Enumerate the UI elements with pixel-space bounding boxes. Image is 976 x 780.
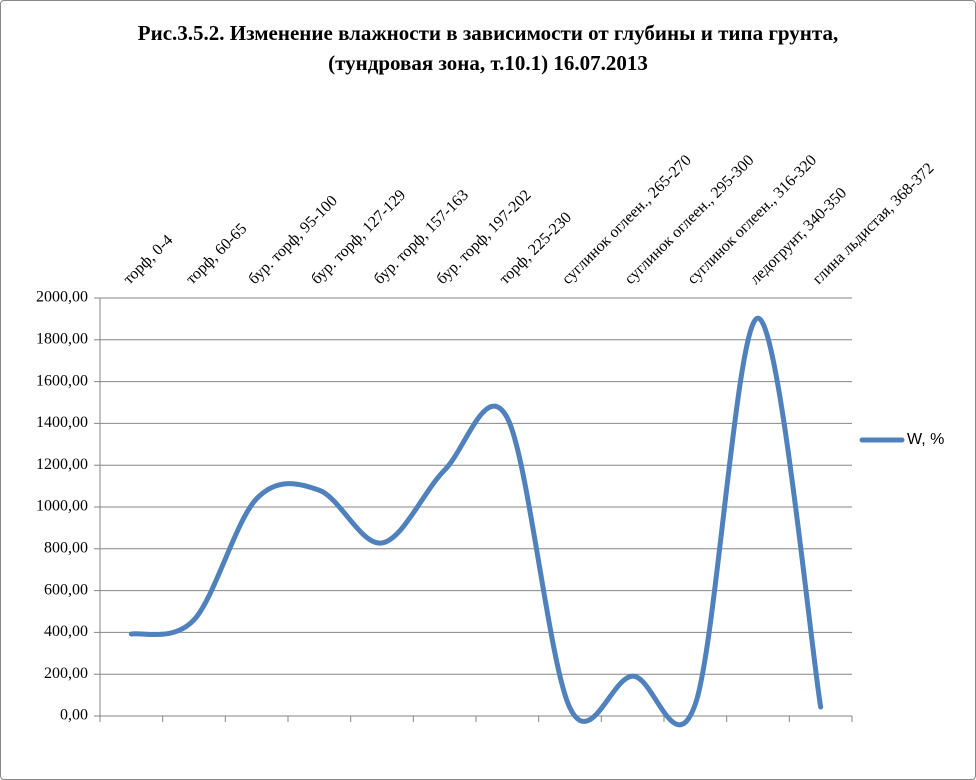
x-tick-label: суглинок оглеен., 265-270 — [559, 152, 695, 288]
y-tick-label: 600,00 — [44, 581, 88, 598]
y-tick-label: 1600,00 — [36, 372, 88, 389]
series-line — [128, 315, 824, 728]
y-tick-label: 800,00 — [44, 539, 88, 556]
y-tick-label: 1400,00 — [36, 414, 88, 431]
y-tick-label: 1800,00 — [36, 330, 88, 347]
chart-title: Рис.3.5.2. Изменение влажности в зависим… — [137, 21, 839, 75]
x-tick-label: торф, 60-65 — [183, 220, 251, 288]
y-tick-label: 1200,00 — [36, 456, 88, 473]
y-tick-label: 400,00 — [44, 623, 88, 640]
y-tick-label: 200,00 — [44, 665, 88, 682]
y-tick-label: 0,00 — [60, 707, 88, 724]
x-tick-label: суглинок оглеен., 295-300 — [621, 152, 757, 288]
x-tick-label: торф, 0-4 — [120, 232, 176, 288]
legend-label: W, % — [907, 431, 944, 448]
x-tick-label: глина льдистая, 368-372 — [809, 160, 937, 288]
x-tick-label: суглинок оглеен., 316-320 — [684, 152, 820, 288]
y-tick-label: 1000,00 — [36, 498, 88, 515]
y-tick-label: 2000,00 — [36, 289, 88, 306]
